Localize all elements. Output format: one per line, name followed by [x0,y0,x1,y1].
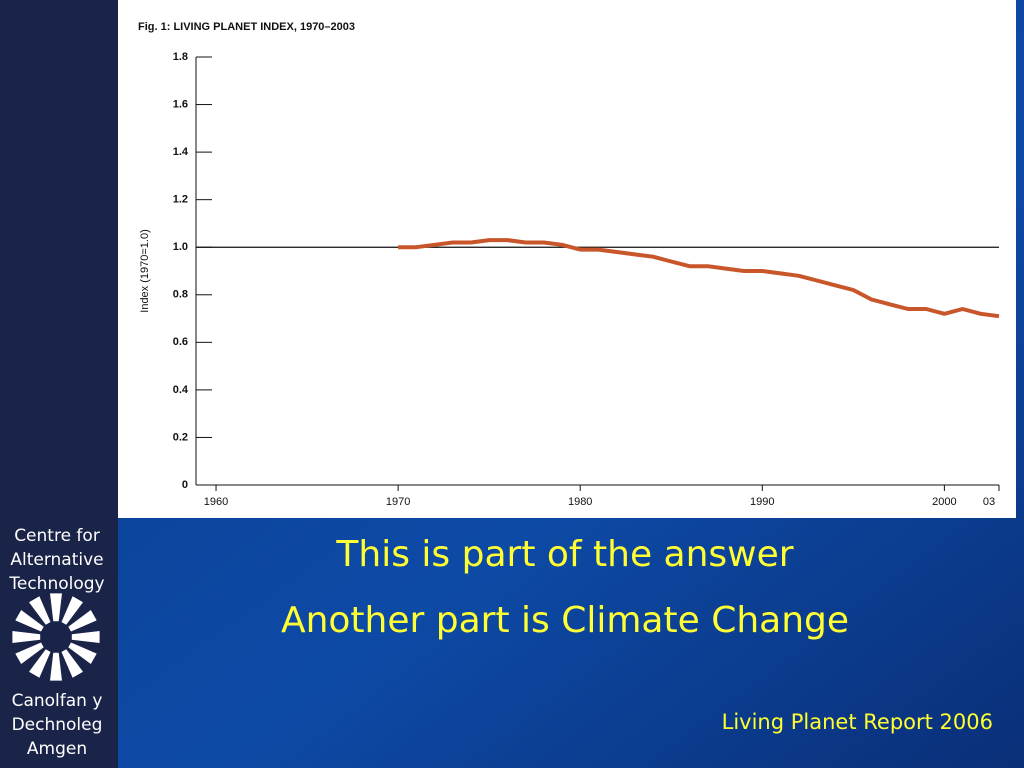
sidebar-text: Dechnoleg [12,715,103,735]
logo-wedge [12,631,41,643]
headline: Another part is Climate Change [281,600,849,641]
logo-wedge [29,649,51,678]
logo-wedge [50,593,62,622]
y-tick-label: 0.8 [173,289,188,301]
logo-wedge [61,596,83,625]
y-tick-label: 1.0 [173,241,188,253]
y-tick-label: 1.2 [173,194,188,206]
x-tick-label: 03 [983,496,995,508]
logo-wedge [15,642,44,664]
x-tick-label: 1990 [750,496,774,508]
x-tick-label: 2000 [932,496,956,508]
y-tick-label: 0.6 [173,336,188,348]
logo-wedge [68,610,97,632]
headline: This is part of the answer [335,534,793,575]
logo-wedge [29,596,51,625]
data-line [398,238,1000,319]
y-tick-label: 0.2 [173,431,188,443]
source: Living Planet Report 2006 [722,710,993,734]
sidebar-text: Centre for [14,526,100,546]
logo-wedge [71,631,100,643]
logo-wedge [68,642,97,664]
y-tick-label: 0 [182,479,188,491]
sidebar-text: Alternative [10,550,103,570]
y-tick-label: 1.6 [173,98,188,110]
x-tick-label: 1980 [568,496,592,508]
sidebar-text: Amgen [27,739,87,759]
y-tick-label: 1.4 [173,146,189,158]
chart-title: Fig. 1: LIVING PLANET INDEX, 1970–2003 [138,21,355,33]
y-axis-label: Index (1970=1.0) [139,229,151,312]
logo-wedge [61,649,83,678]
sidebar-text: Canolfan y [12,691,103,711]
chart-panel [118,0,1016,518]
y-tick-label: 1.8 [173,51,188,63]
y-tick-label: 0.4 [173,384,189,396]
logo-wedge [15,610,44,632]
x-tick-label: 1960 [204,496,228,508]
logo [12,593,100,681]
x-tick-label: 1970 [386,496,410,508]
logo-wedge [50,652,62,681]
sidebar-text: Technology [8,574,104,594]
